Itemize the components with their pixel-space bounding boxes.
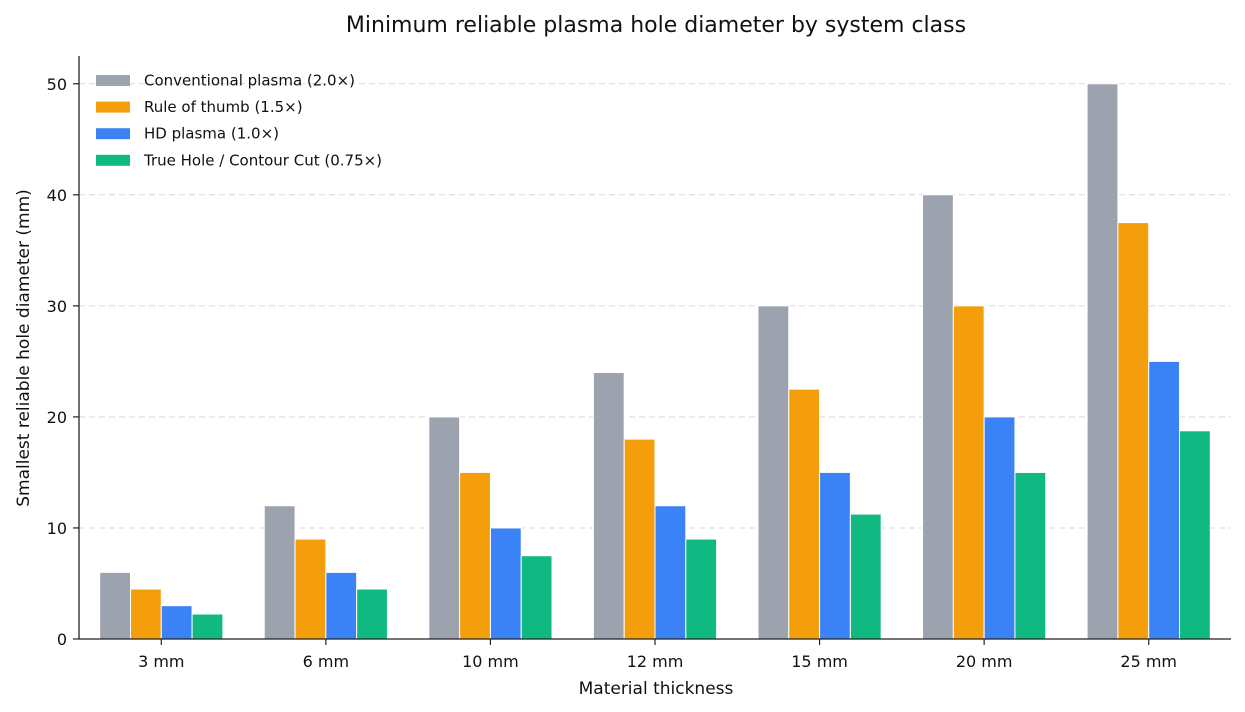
y-tick-label: 50: [47, 75, 67, 94]
bar: [922, 194, 954, 640]
bar: [263, 505, 296, 640]
bar: [1148, 360, 1181, 640]
bar: [849, 513, 882, 640]
legend-swatch: [96, 101, 130, 113]
legend-swatch: [96, 75, 130, 86]
legend-label: Conventional plasma (2.0×): [144, 72, 355, 90]
bar: [325, 571, 358, 640]
y-axis-label: Smallest reliable hole diameter (mm): [14, 189, 34, 507]
bar: [788, 388, 821, 640]
bar: [1014, 471, 1047, 640]
x-tick-label: 6 mm: [303, 652, 349, 671]
y-tick-label: 30: [47, 297, 67, 316]
chart-title: Minimum reliable plasma hole diameter by…: [346, 13, 966, 38]
legend-swatch: [96, 154, 130, 166]
x-tick-label: 15 mm: [791, 652, 848, 671]
bar: [428, 416, 461, 640]
x-tick-label: 20 mm: [956, 652, 1013, 671]
bar: [685, 538, 718, 640]
bar: [983, 416, 1016, 640]
bar: [623, 438, 656, 640]
x-tick-label: 12 mm: [627, 652, 684, 671]
bar: [489, 527, 522, 640]
legend: Conventional plasma (2.0×) Rule of thumb …: [96, 72, 382, 169]
y-tick-label: 0: [57, 630, 67, 649]
bar: [160, 605, 193, 640]
bar: [356, 588, 388, 640]
x-axis-label: Material thickness: [579, 679, 734, 699]
y-ticks: 0 10 20 30 40 50: [47, 75, 79, 649]
legend-item: Conventional plasma (2.0×): [96, 72, 355, 90]
bar: [1086, 83, 1119, 640]
bar: [952, 305, 985, 640]
bars: [99, 83, 1211, 640]
bar: [459, 471, 491, 640]
y-tick-label: 10: [47, 519, 67, 538]
x-tick-label: 25 mm: [1120, 652, 1177, 671]
bar: [520, 555, 553, 640]
bar: [1179, 430, 1211, 640]
legend-label: Rule of thumb (1.5×): [144, 98, 303, 116]
legend-label: True Hole / Contour Cut (0.75×): [143, 151, 382, 169]
bar: [129, 588, 162, 640]
legend-label: HD plasma (1.0×): [144, 125, 279, 143]
legend-item: HD plasma (1.0×): [96, 125, 279, 143]
bar: [99, 571, 131, 640]
bar: [592, 371, 625, 640]
x-tick-label: 10 mm: [462, 652, 519, 671]
bar: [819, 471, 851, 640]
legend-swatch: [96, 128, 130, 140]
bar: [294, 538, 327, 640]
bar: [654, 505, 687, 640]
bar: [1117, 222, 1150, 640]
bar: [757, 305, 790, 640]
bar: [191, 613, 224, 640]
legend-item: Rule of thumb (1.5×): [96, 98, 303, 116]
x-ticks: 3 mm 6 mm 10 mm 12 mm 15 mm 20 mm 25 mm: [138, 639, 1177, 671]
legend-item: True Hole / Contour Cut (0.75×): [96, 151, 382, 169]
y-tick-label: 20: [47, 408, 67, 427]
y-tick-label: 40: [47, 186, 67, 205]
x-tick-label: 3 mm: [138, 652, 184, 671]
